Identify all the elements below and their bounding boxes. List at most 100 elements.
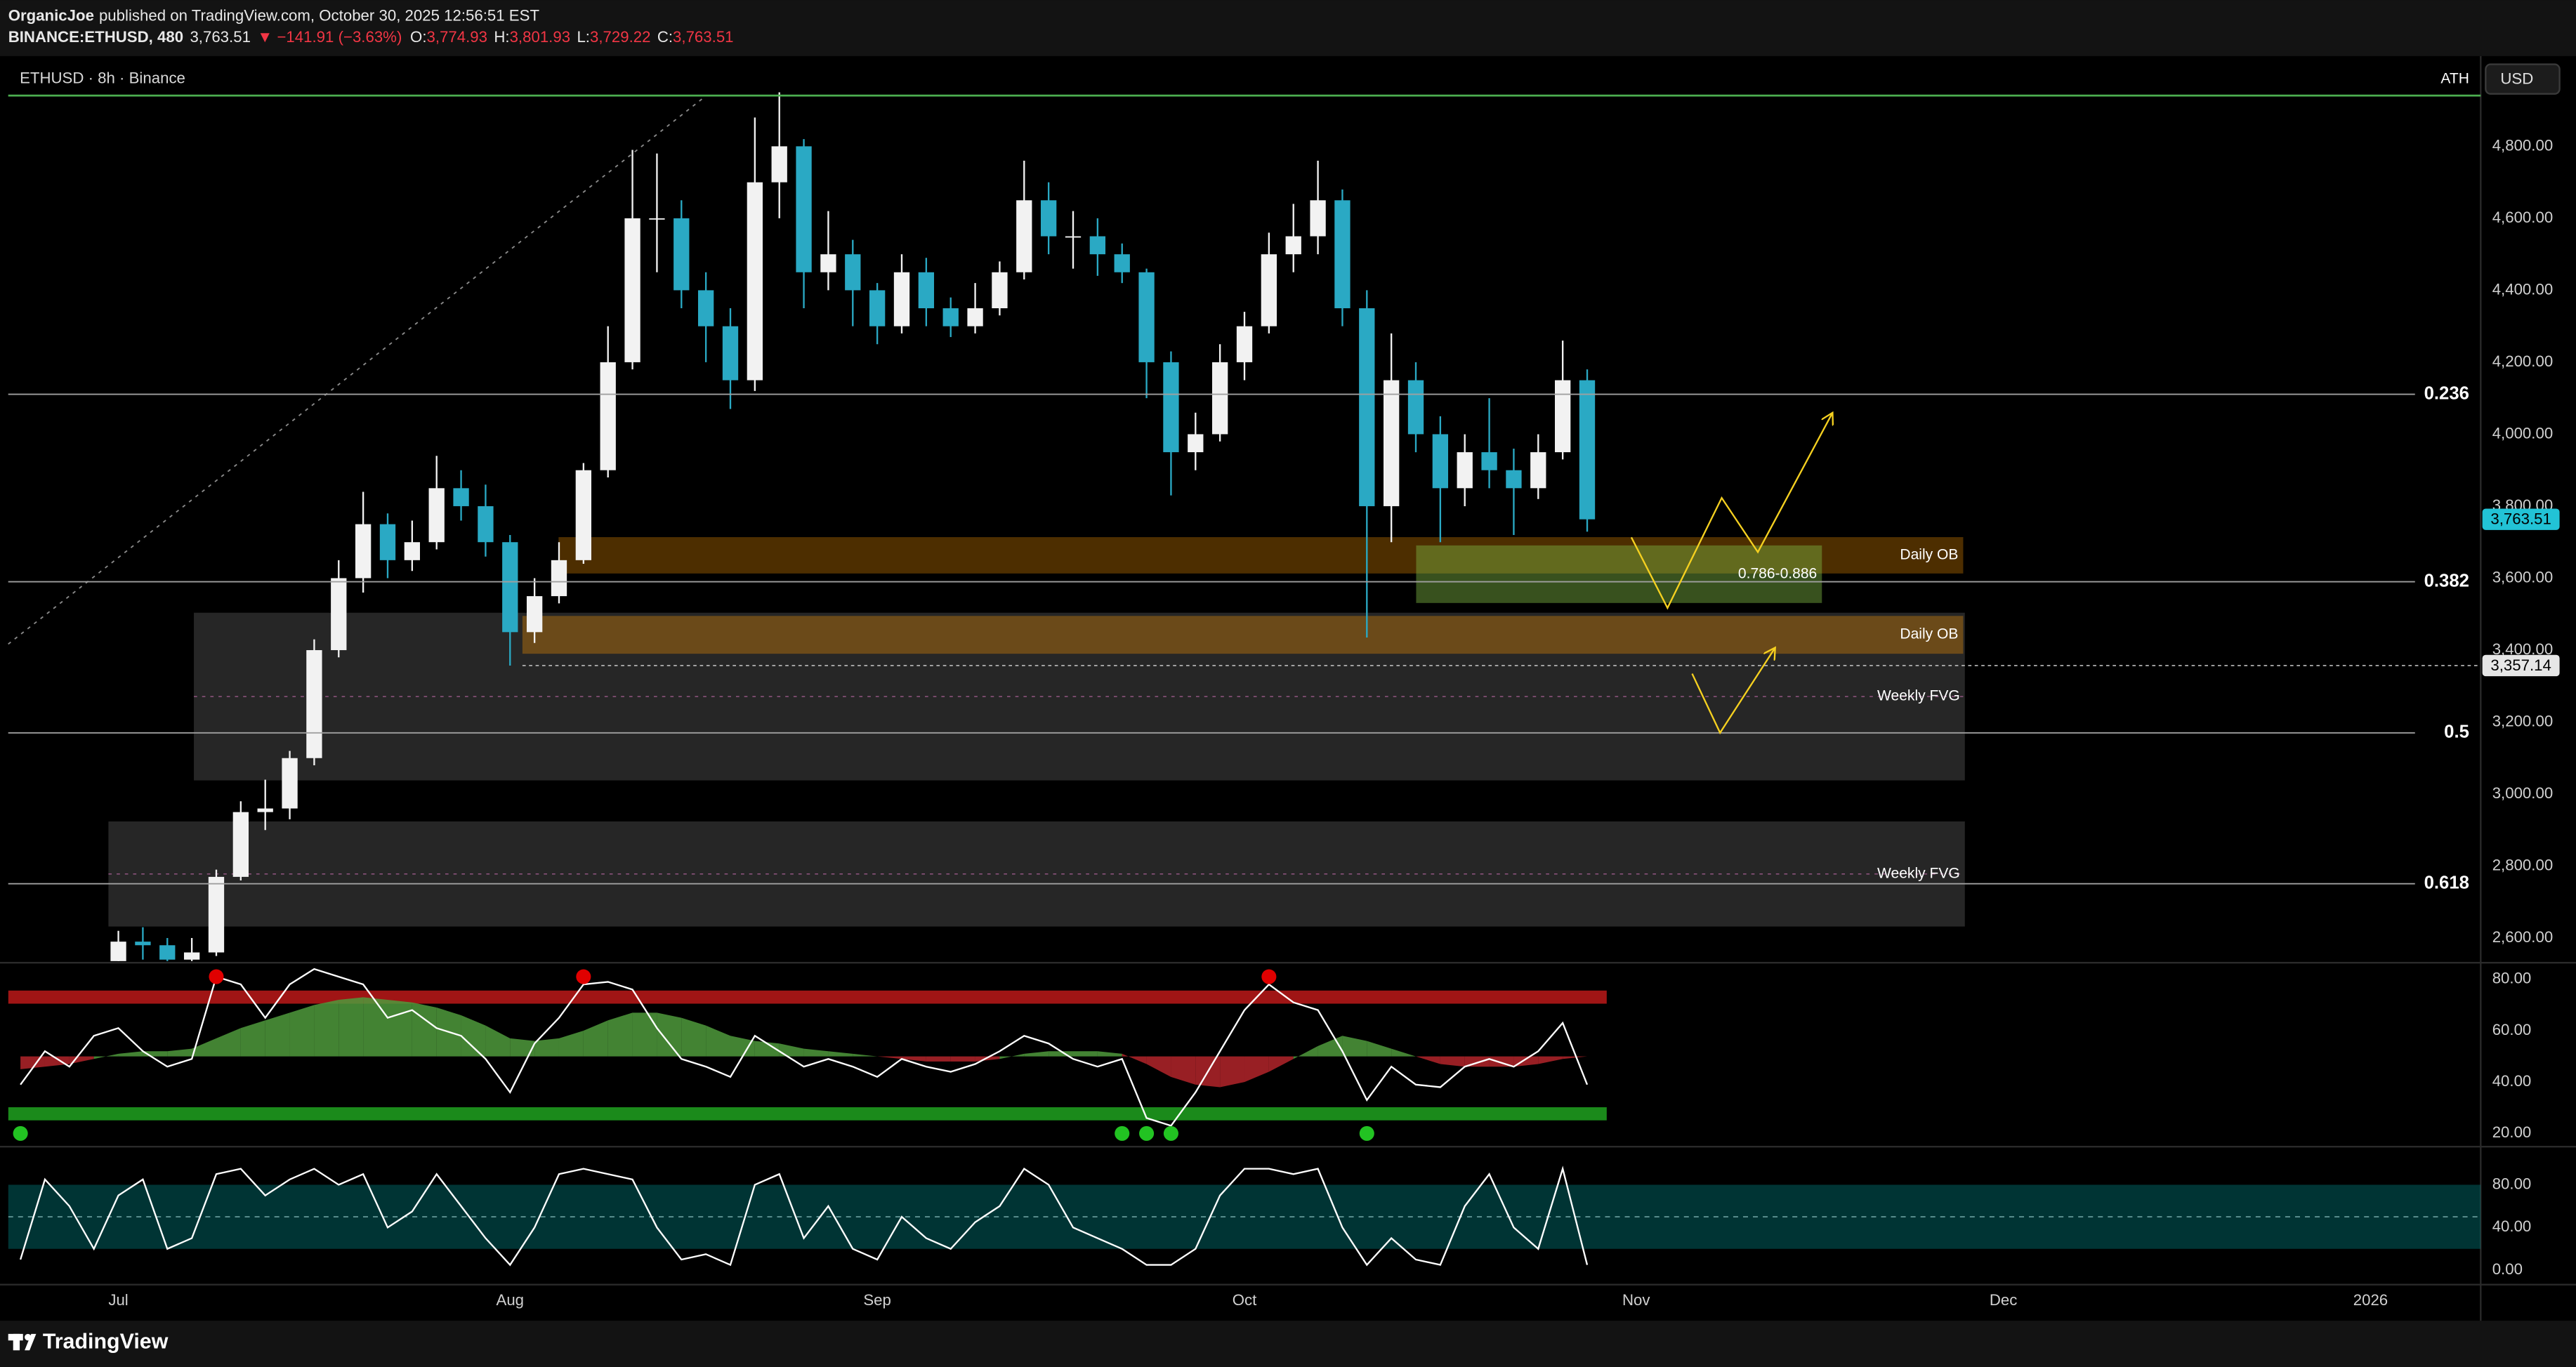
cloud (779, 1043, 804, 1057)
signal-dot (1359, 1125, 1374, 1141)
indicator-line (20, 1165, 1589, 1267)
cloud (607, 1012, 633, 1057)
candle-body (1555, 380, 1571, 453)
y-tick-label: 3,000.00 (2492, 784, 2553, 802)
cloud (681, 1017, 707, 1057)
candle-body (1261, 254, 1277, 326)
cloud (828, 1051, 853, 1057)
candle-body (575, 470, 592, 560)
ohlc-label: H: (494, 28, 509, 46)
logo-part (13, 1333, 20, 1351)
x-tick-label: Jul (108, 1291, 128, 1309)
pane (108, 92, 1965, 961)
cloud (363, 997, 388, 1057)
zone (558, 537, 1964, 574)
candle-body (992, 272, 1008, 309)
candle-body (1065, 236, 1082, 238)
candle-body (257, 808, 273, 812)
y-tick-label: 20.00 (2492, 1123, 2532, 1141)
candle-body (1530, 452, 1546, 489)
candle-body (1089, 236, 1106, 255)
y-tick-label: 2,600.00 (2492, 928, 2553, 946)
level-label: 0.382 (2424, 571, 2469, 590)
candle-body (159, 945, 176, 960)
cloud (192, 1038, 216, 1057)
ohlc-label: C: (657, 28, 673, 46)
band (8, 990, 1607, 1004)
x-tick-label: Aug (497, 1291, 525, 1309)
candle-body (306, 649, 322, 758)
price-tag-label: 3,763.51 (2490, 510, 2551, 528)
candle-body (1432, 434, 1449, 489)
price-tag-label: 3,357.14 (2490, 656, 2551, 674)
x-tick-label: Dec (1990, 1291, 2018, 1309)
logo-part (25, 1333, 37, 1351)
candle-body (1138, 272, 1155, 362)
candle-body (918, 272, 935, 309)
candle-body (1040, 200, 1057, 237)
y-tick-label: 2,800.00 (2492, 856, 2553, 873)
candle-body (1211, 362, 1228, 435)
change: ▼ −141.91 (−3.63%) (257, 28, 402, 46)
cloud (1072, 1051, 1098, 1057)
cloud (461, 1015, 486, 1057)
band (8, 1107, 1607, 1121)
cloud (632, 1012, 657, 1057)
candle-body (624, 218, 640, 362)
cloud (167, 1048, 192, 1057)
candle-body (208, 876, 225, 953)
cloud (240, 1020, 265, 1057)
y-tick-label: 40.00 (2492, 1072, 2532, 1090)
candle-body (453, 488, 469, 506)
zone-label: 0.786-0.886 (1738, 565, 1817, 581)
level-label: 0.618 (2424, 873, 2469, 892)
ohlc-label: L: (577, 28, 590, 46)
signal-dot (209, 969, 224, 984)
cloud (1440, 1056, 1465, 1067)
candle-body (551, 560, 567, 597)
candle-body (820, 254, 836, 272)
price-tag (2482, 508, 2560, 530)
y-tick-label: 4,800.00 (2492, 136, 2553, 154)
header-line: OrganicJoe published on TradingView.com, … (8, 7, 540, 25)
currency-button[interactable] (2485, 63, 2561, 95)
zone (1416, 545, 1822, 603)
x-tick-label: Nov (1622, 1291, 1650, 1309)
candle-body (869, 290, 886, 326)
cloud (1563, 1056, 1588, 1059)
projection-path (1691, 649, 1774, 735)
x-tick-label: 2026 (2353, 1291, 2388, 1309)
currency[interactable]: USD (2500, 70, 2533, 88)
cloud (706, 1025, 730, 1057)
footer-bar (0, 1321, 2576, 1367)
y-tick-label: 60.00 (2492, 1021, 2532, 1038)
y-tick-label: 3,200.00 (2492, 712, 2553, 729)
candle-body (404, 542, 421, 560)
zone (522, 616, 1964, 654)
cloud (1171, 1056, 1196, 1085)
signal-dot (1261, 969, 1277, 984)
level-label: 0.5 (2444, 722, 2469, 742)
y-tick-label: 4,200.00 (2492, 352, 2553, 370)
y-tick-label: 80.00 (2492, 1175, 2532, 1192)
ohlc-value: 3,729.22 (590, 28, 651, 46)
cloud (1513, 1056, 1539, 1067)
candle-body (110, 942, 126, 961)
candle-body (1236, 326, 1253, 362)
candle-body (771, 146, 787, 183)
cloud (730, 1036, 755, 1057)
cloud (265, 1012, 290, 1057)
candle-body (355, 524, 372, 579)
ohlc-value: 3,774.93 (427, 28, 488, 46)
signal-dot (13, 1125, 28, 1141)
signal-dot (1139, 1125, 1155, 1141)
candle-body (478, 506, 494, 543)
candle-body (747, 182, 763, 381)
author: OrganicJoe (8, 7, 94, 25)
x-tick-label: Oct (1233, 1291, 1257, 1309)
cloud (1538, 1056, 1563, 1064)
cloud (510, 1038, 535, 1057)
cloud (216, 1028, 241, 1057)
candle-body (135, 942, 151, 946)
